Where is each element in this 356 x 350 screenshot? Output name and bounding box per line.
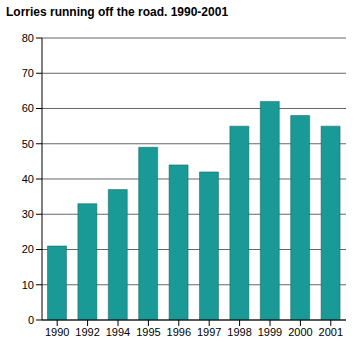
svg-text:60: 60 (22, 102, 34, 114)
svg-text:1994: 1994 (106, 326, 130, 338)
svg-text:30: 30 (22, 208, 34, 220)
svg-text:2001: 2001 (319, 326, 343, 338)
svg-text:1990: 1990 (45, 326, 69, 338)
svg-text:70: 70 (22, 67, 34, 79)
svg-text:1999: 1999 (258, 326, 282, 338)
svg-text:1995: 1995 (136, 326, 160, 338)
svg-text:40: 40 (22, 173, 34, 185)
svg-text:1996: 1996 (167, 326, 191, 338)
svg-text:1997: 1997 (197, 326, 221, 338)
svg-text:1998: 1998 (227, 326, 251, 338)
svg-text:0: 0 (28, 314, 34, 326)
svg-text:2000: 2000 (288, 326, 312, 338)
html-text:Lorries running off the road.: Lorries running off the road. 1990-2001 (6, 5, 229, 19)
svg-text:1992: 1992 (75, 326, 99, 338)
svg-text:20: 20 (22, 243, 34, 255)
svg-text:10: 10 (22, 279, 34, 291)
svg-text:80: 80 (22, 32, 34, 44)
svg-text:50: 50 (22, 138, 34, 150)
